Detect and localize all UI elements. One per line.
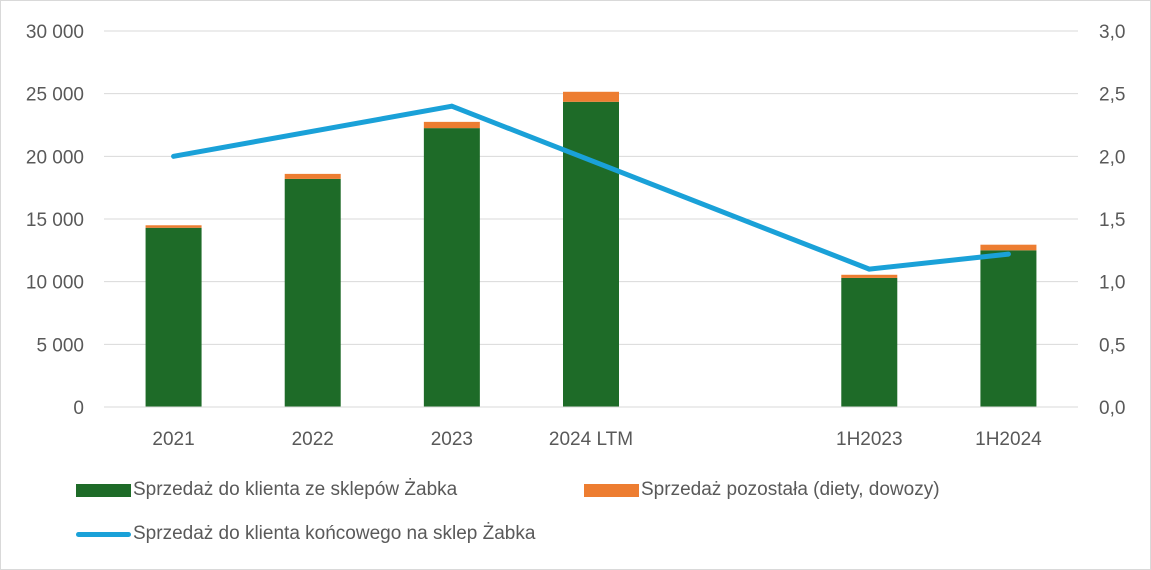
bar-other-sales — [980, 244, 1037, 251]
bar-other-sales — [841, 274, 898, 278]
y-left-tick-label: 0 — [73, 398, 84, 419]
legend-label: Sprzedaż pozostała (diety, dowozy) — [641, 479, 940, 500]
bar-zabka-store-sales — [423, 128, 480, 407]
y-left-tick-label: 20 000 — [26, 147, 84, 168]
y-right-tick-label: 2,5 — [1099, 85, 1125, 106]
y-left-tick-label: 30 000 — [26, 22, 84, 43]
x-tick-label: 2024 LTM — [549, 429, 633, 450]
y-right-tick-label: 0,5 — [1099, 335, 1125, 356]
y-right-tick-label: 1,0 — [1099, 273, 1125, 294]
line-segment-per-store-sales — [171, 103, 455, 159]
legend-item-other-sales: Sprzedaż pozostała (diety, dowozy) — [584, 479, 940, 501]
combo-chart: 0 5 000 10 000 15 000 20 000 25 000 30 000 0,0 0… — [26, 22, 1126, 450]
y-left-tick-label: 10 000 — [26, 273, 84, 294]
y-left-tick-label: 25 000 — [26, 85, 84, 106]
y-left-tick-label: 15 000 — [26, 210, 84, 231]
y-right-tick-label: 2,0 — [1099, 147, 1125, 168]
x-tick-label: 1H2024 — [975, 429, 1042, 450]
line-segment-per-store-sales — [866, 251, 1011, 272]
bar-zabka-store-sales — [145, 227, 202, 407]
bar-zabka-store-sales — [841, 277, 898, 407]
y-right-tick-label: 3,0 — [1099, 22, 1125, 43]
bar-other-sales — [284, 173, 341, 179]
bar-zabka-store-sales — [563, 101, 619, 408]
bar-zabka-store-sales — [980, 250, 1037, 407]
bar-other-sales — [423, 121, 480, 129]
legend-item-zabka-store-sales: Sprzedaż do klienta ze sklepów Żabka — [76, 479, 457, 501]
y-left-tick-label: 5 000 — [36, 335, 84, 356]
legend-label: Sprzedaż do klienta ze sklepów Żabka — [133, 479, 458, 500]
bar-other-sales — [145, 225, 202, 228]
x-tick-label: 2022 — [292, 429, 334, 450]
y-right-tick-label: 0,0 — [1099, 398, 1125, 419]
legend-swatch-blue-line — [76, 531, 131, 537]
bar-other-sales — [563, 91, 619, 102]
x-tick-label: 2023 — [431, 429, 473, 450]
bar-zabka-store-sales — [284, 178, 341, 407]
legend-label: Sprzedaż do klienta końcowego na sklep Ż… — [133, 523, 536, 544]
y-right-tick-label: 1,5 — [1099, 210, 1125, 231]
x-tick-label: 2021 — [152, 429, 194, 450]
line-segment-per-store-sales — [449, 103, 872, 272]
legend-swatch-green — [76, 483, 131, 497]
x-tick-label: 1H2023 — [836, 429, 903, 450]
legend-item-per-store-sales: Sprzedaż do klienta końcowego na sklep Ż… — [76, 523, 535, 545]
legend-swatch-orange — [584, 483, 639, 497]
